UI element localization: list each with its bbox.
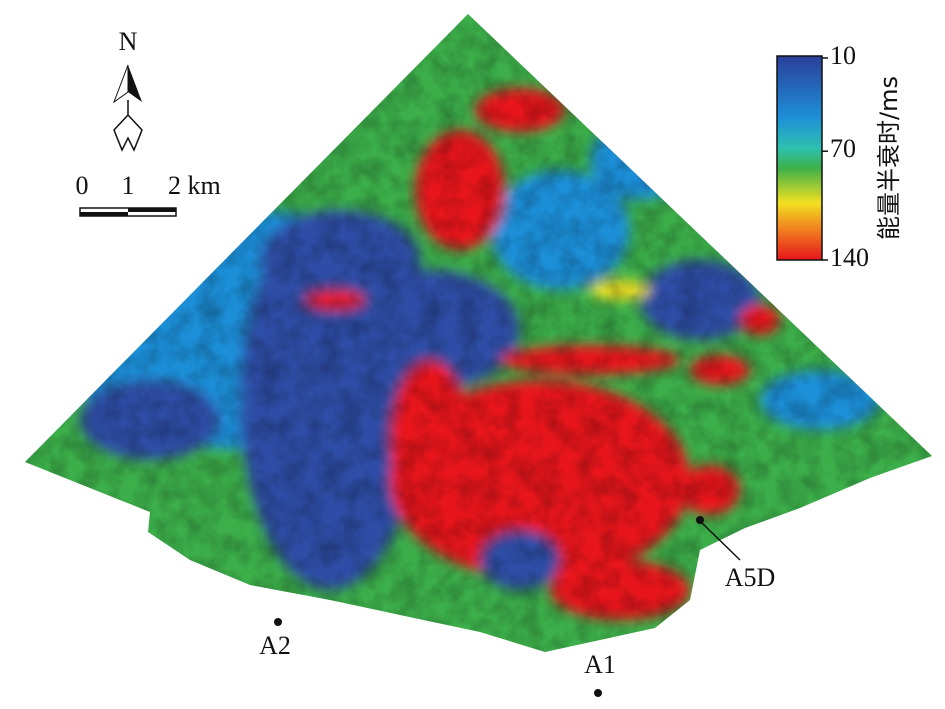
well-label: A2 bbox=[259, 631, 291, 660]
colorbar-tick-label: 10 bbox=[830, 41, 856, 70]
scale-bar: 0 1 2 km bbox=[76, 171, 221, 217]
colorbar-tick-label: 70 bbox=[830, 134, 856, 163]
colorbar: 能量半衰时/ms 10 70 140 bbox=[776, 41, 903, 272]
well-marker bbox=[274, 618, 282, 626]
well-marker bbox=[594, 689, 602, 697]
well-label: A1 bbox=[584, 650, 616, 679]
scale-label: 2 km bbox=[168, 171, 221, 200]
north-arrow: N bbox=[112, 27, 143, 152]
scale-label: 0 bbox=[76, 171, 89, 200]
well-marker bbox=[696, 516, 704, 524]
well-label: A5D bbox=[725, 563, 776, 592]
wells: A5D A2 A1 bbox=[259, 516, 775, 697]
colorbar-tick-label: 140 bbox=[830, 243, 869, 272]
north-label: N bbox=[119, 27, 138, 56]
colorbar-label: 能量半衰时/ms bbox=[875, 76, 903, 240]
scale-label: 1 bbox=[122, 171, 135, 200]
